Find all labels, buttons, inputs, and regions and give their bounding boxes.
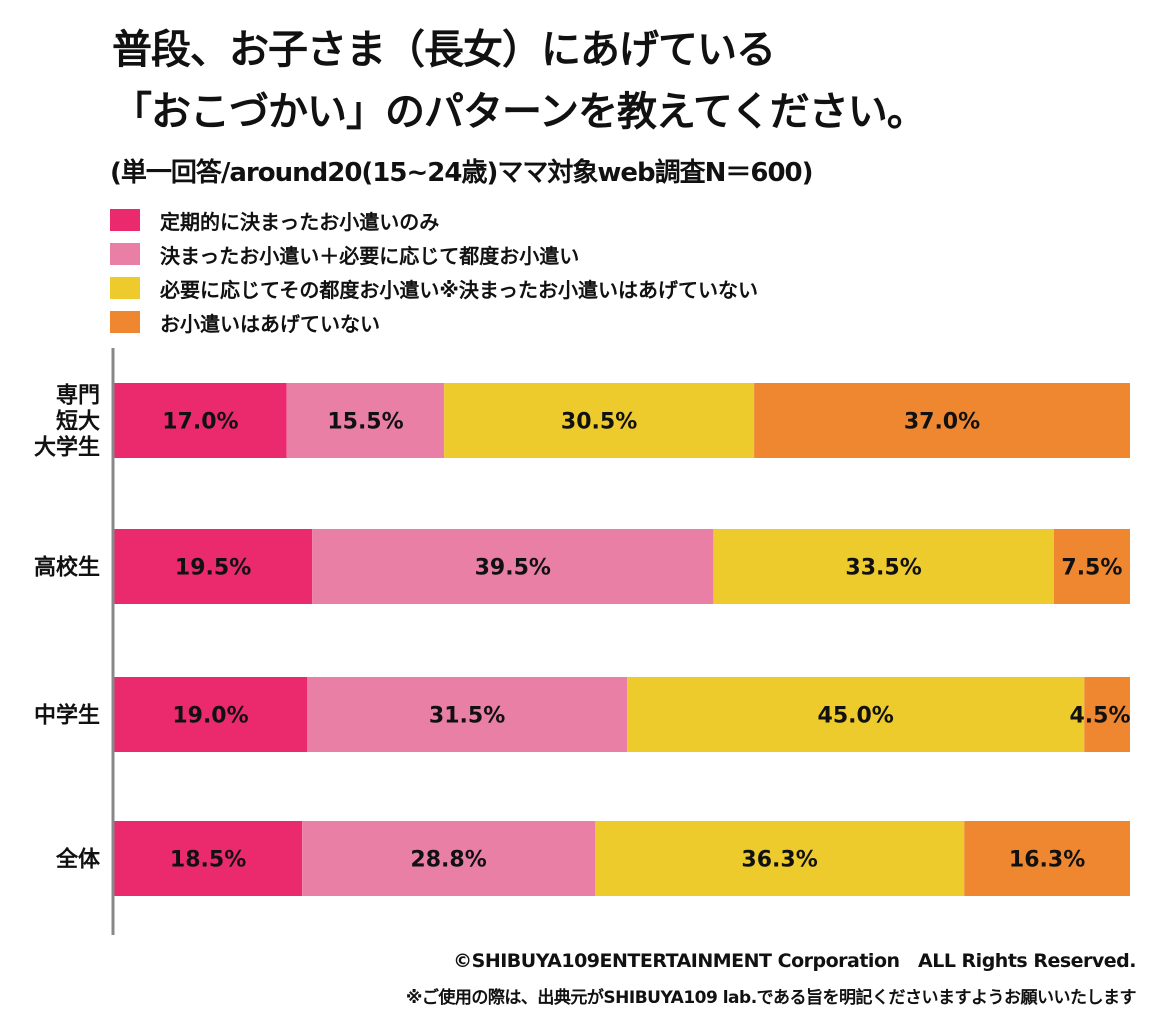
bar-segment-as-needed-only <box>444 383 755 458</box>
bars-layer <box>114 383 1130 896</box>
value-label-regular-plus-as-needed: 15.5% <box>327 410 403 435</box>
copyright-text: ©SHIBUYA109ENTERTAINMENT Corporation ALL… <box>453 950 1136 972</box>
category-label-line: 短大 <box>56 410 100 435</box>
category-label-overall: 全体 <box>55 847 101 873</box>
category-label-high-school: 高校生 <box>34 555 100 581</box>
bar-segment-as-needed-only <box>627 677 1085 752</box>
value-label-as-needed-only: 30.5% <box>561 410 637 435</box>
bar-segment-none <box>1084 677 1130 752</box>
value-label-none: 16.3% <box>1009 848 1085 873</box>
legend: 定期的に決まったお小遣いのみ 決まったお小遣い＋必要に応じて都度お小遣い 必要に… <box>110 203 758 339</box>
bar-segment-regular-only <box>114 383 287 458</box>
bar-segment-regular-plus-as-needed <box>286 383 445 458</box>
category-label-line: 全体 <box>55 847 101 873</box>
usage-note-text: ※ご使用の際は、出典元がSHIBUYA109 lab.である旨を明記くださいます… <box>405 988 1137 1008</box>
legend-swatch <box>110 277 140 299</box>
bar-segment-regular-plus-as-needed <box>312 529 714 604</box>
bar-segment-regular-plus-as-needed <box>302 821 595 896</box>
bar-segment-regular-only <box>114 529 313 604</box>
value-label-as-needed-only: 45.0% <box>818 704 894 729</box>
bar-segment-as-needed-only <box>595 821 965 896</box>
bar-segment-none <box>964 821 1130 896</box>
value-label-regular-only: 17.0% <box>162 410 238 435</box>
value-label-regular-plus-as-needed: 31.5% <box>429 704 505 729</box>
category-label-vocational-college-university: 専門短大大学生 <box>34 384 100 461</box>
value-label-none: 7.5% <box>1061 556 1122 581</box>
value-label-as-needed-only: 33.5% <box>845 556 921 581</box>
value-label-regular-only: 19.5% <box>175 556 251 581</box>
value-labels-layer: 17.0% 15.5% 30.5% 37.0% 19.5% 39.5% 33.5% 7.5% 1… <box>162 410 1130 873</box>
chart-title-line1: 普段、お子さま（長女）にあげている <box>112 27 776 73</box>
category-label-line: 高校生 <box>34 555 100 581</box>
legend-item-regular-plus-as-needed: 決まったお小遣い＋必要に応じて都度お小遣い <box>110 237 758 271</box>
value-label-as-needed-only: 36.3% <box>741 848 817 873</box>
category-label-junior-high: 中学生 <box>34 703 100 729</box>
value-label-regular-plus-as-needed: 28.8% <box>410 848 486 873</box>
legend-item-regular-only: 定期的に決まったお小遣いのみ <box>110 203 758 237</box>
bar-segment-as-needed-only <box>713 529 1054 604</box>
value-label-regular-plus-as-needed: 39.5% <box>475 556 551 581</box>
chart-title-line2: 「おこづかい」のパターンを教えてください。 <box>112 89 927 135</box>
category-label-line: 専門 <box>56 384 100 409</box>
value-label-none: 4.5% <box>1069 704 1130 729</box>
legend-swatch <box>110 311 140 333</box>
legend-label: お小遣いはあげていない <box>160 311 380 336</box>
legend-label: 決まったお小遣い＋必要に応じて都度お小遣い <box>160 243 580 268</box>
bar-segment-regular-only <box>114 677 307 752</box>
category-label-line: 中学生 <box>34 703 100 729</box>
legend-item-none: お小遣いはあげていない <box>110 305 758 339</box>
legend-swatch <box>110 243 140 265</box>
legend-label: 必要に応じてその都度お小遣い※決まったお小遣いはあげていない <box>160 277 759 302</box>
category-label-line: 大学生 <box>34 435 100 461</box>
bar-segment-regular-plus-as-needed <box>307 677 627 752</box>
value-label-regular-only: 19.0% <box>172 704 248 729</box>
chart-subtitle: (単一回答/around20(15~24歳)ママ対象web調査N＝600) <box>110 158 814 188</box>
bar-segment-regular-only <box>114 821 303 896</box>
legend-label: 定期的に決まったお小遣いのみ <box>160 209 440 234</box>
value-label-none: 37.0% <box>904 410 980 435</box>
bar-segment-none <box>754 383 1130 458</box>
bar-segment-none <box>1053 529 1130 604</box>
legend-item-as-needed-only: 必要に応じてその都度お小遣い※決まったお小遣いはあげていない <box>110 271 758 305</box>
legend-swatch <box>110 209 140 231</box>
value-label-regular-only: 18.5% <box>170 848 246 873</box>
